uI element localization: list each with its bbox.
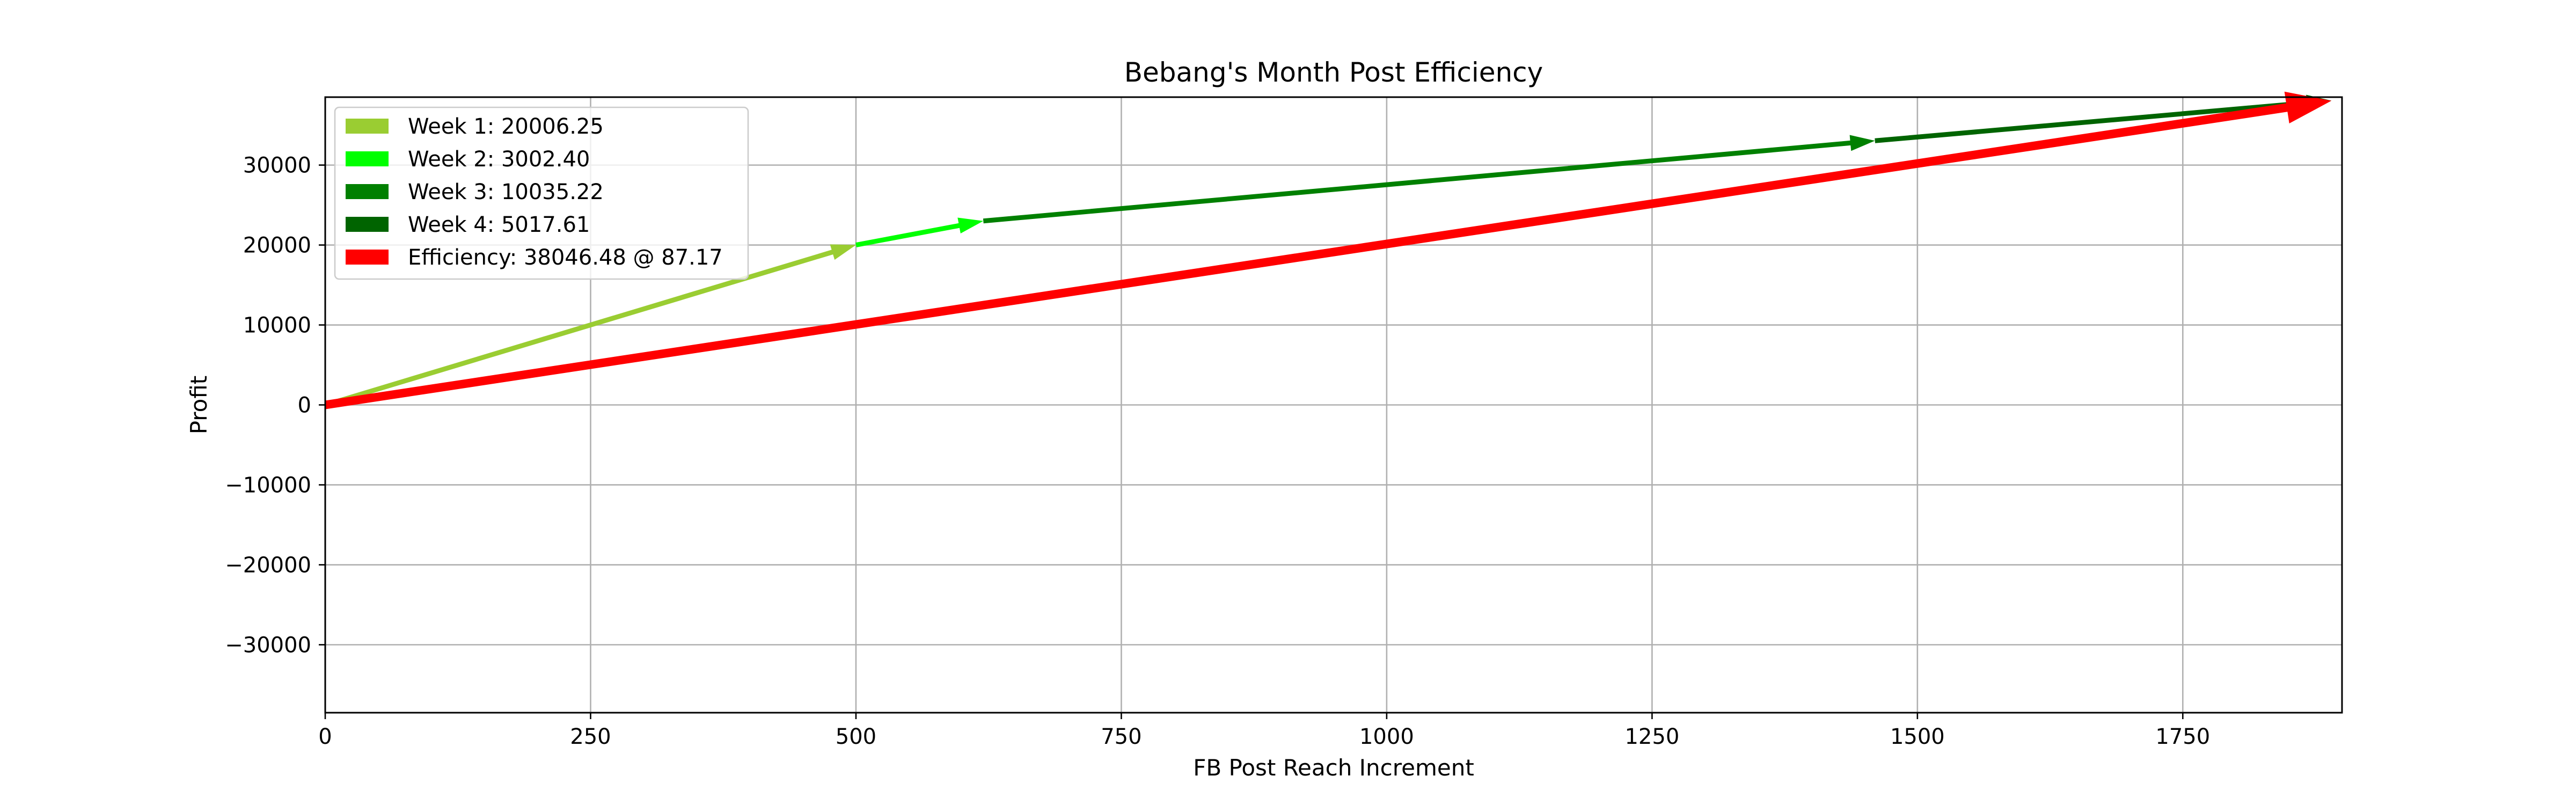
efficiency-arrow (324, 91, 2332, 409)
legend-swatch (346, 250, 389, 265)
legend-box (334, 106, 749, 280)
x-axis-label: FB Post Reach Increment (1193, 755, 1474, 781)
y-tick-label: −10000 (225, 473, 311, 497)
week-arrow-3 (983, 135, 1875, 224)
week-arrow-2 (855, 217, 984, 247)
legend-entry-label: Week 4: 5017.61 (408, 213, 590, 237)
legend-entry-label: Week 1: 20006.25 (408, 114, 604, 139)
x-tick-label: 1000 (1359, 724, 1414, 749)
y-axis-ticks: −30000 −20000 −10000 0 10000 20000 30000 (225, 153, 325, 657)
week-arrow-4 (1875, 94, 2332, 143)
x-tick-label: 1500 (1890, 724, 1945, 749)
x-tick-label: 750 (1101, 724, 1141, 749)
week-arrow-1 (324, 244, 856, 407)
legend-entry-label: Week 3: 10035.22 (408, 180, 604, 204)
x-tick-label: 1250 (1624, 724, 1679, 749)
x-tick-label: 250 (570, 724, 611, 749)
legend-swatch (346, 119, 389, 134)
y-tick-label: 20000 (243, 233, 311, 258)
y-tick-label: 30000 (243, 153, 311, 178)
x-axis-ticks: 0 250 500 750 1000 1250 1500 1750 (318, 713, 2210, 749)
y-tick-label: 0 (298, 393, 311, 418)
legend: Week 1: 20006.25 Week 2: 3002.40 Week 3: 1… (334, 106, 749, 280)
series-arrows (324, 91, 2332, 409)
x-tick-label: 0 (318, 724, 332, 749)
x-tick-label: 1750 (2155, 724, 2210, 749)
y-tick-label: 10000 (243, 313, 311, 338)
legend-swatch (346, 151, 389, 166)
legend-entry-label: Week 2: 3002.40 (408, 147, 590, 172)
x-tick-label: 500 (836, 724, 876, 749)
y-tick-label: −30000 (225, 633, 311, 657)
y-axis-label: Profit (186, 376, 212, 435)
legend-entry-label: Efficiency: 38046.48 @ 87.17 (408, 245, 723, 270)
y-tick-label: −20000 (225, 553, 311, 577)
legend-swatch (346, 217, 389, 232)
chart-title: Bebang's Month Post Efficiency (1124, 57, 1543, 88)
legend-swatch (346, 184, 389, 199)
plot-frame (324, 96, 2343, 714)
